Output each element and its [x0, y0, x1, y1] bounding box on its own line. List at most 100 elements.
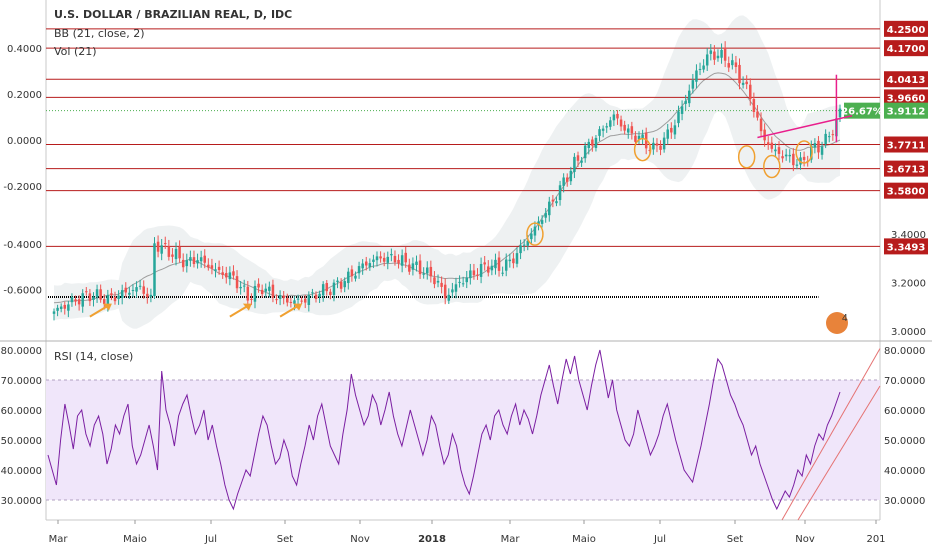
candle-body	[364, 261, 368, 266]
candle-body	[684, 100, 687, 104]
candle-body	[235, 276, 239, 289]
candle-body	[601, 128, 605, 131]
rsi-right-tick: 30.0000	[884, 496, 925, 507]
rsi-right-tick: 80.0000	[884, 346, 925, 357]
candle-body	[569, 170, 573, 182]
left-axis-tick: 0.2000	[7, 90, 42, 101]
candle-body	[605, 126, 608, 128]
level-label: 3.7711	[887, 141, 926, 152]
candle-body	[670, 127, 673, 133]
candle-body	[257, 283, 260, 288]
candle-body	[253, 285, 257, 302]
x-axis-tick: Set	[277, 534, 294, 545]
candle-body	[214, 269, 217, 271]
candle-body	[303, 298, 307, 303]
candle-body	[494, 259, 497, 269]
candle-body	[408, 264, 411, 272]
candle-body	[788, 154, 792, 157]
candle-body	[476, 274, 479, 276]
candle-body	[745, 81, 748, 85]
candle-body	[321, 284, 325, 296]
candle-body	[781, 156, 784, 159]
rsi-right-tick: 60.0000	[884, 406, 925, 417]
candle-body	[734, 62, 738, 67]
rsi-channel-upper	[781, 348, 881, 521]
flag-badge-icon[interactable]	[826, 312, 848, 334]
candle-body	[820, 146, 824, 155]
candle-body	[411, 263, 415, 270]
candle-body	[199, 257, 203, 262]
candle-body	[135, 287, 138, 292]
candle-body	[508, 259, 512, 262]
rsi-left-tick: 60.0000	[1, 406, 42, 417]
candle-body	[451, 289, 454, 293]
annotation-circle	[633, 137, 652, 162]
candle-body	[318, 293, 321, 298]
candle-body	[92, 296, 95, 300]
candle-body	[429, 266, 433, 277]
candle-body	[117, 295, 120, 299]
candle-body	[390, 253, 393, 256]
candle-body	[278, 295, 282, 299]
bollinger-basis-line	[53, 72, 841, 304]
candle-body	[501, 272, 504, 274]
bb-indicator-label[interactable]: BB (21, close, 2)	[54, 27, 145, 40]
left-axis-tick: -0.2000	[3, 182, 42, 193]
candle-body	[573, 156, 576, 172]
candle-body	[580, 160, 583, 163]
rsi-channel-lower	[797, 385, 881, 521]
candle-body	[88, 293, 92, 302]
candle-body	[85, 291, 88, 293]
rsi-left-tick: 80.0000	[1, 346, 42, 357]
candle-body	[519, 245, 522, 254]
x-axis-tick: Jul	[653, 534, 666, 545]
candle-body	[637, 135, 641, 140]
rsi-right-tick: 70.0000	[884, 376, 925, 387]
candle-body	[311, 292, 314, 294]
candle-body	[591, 139, 594, 146]
candle-body	[106, 294, 110, 306]
candle-body	[763, 129, 766, 141]
candle-body	[153, 243, 156, 296]
candle-body	[766, 142, 770, 145]
candle-body	[189, 257, 192, 261]
candle-body	[752, 99, 756, 113]
vol-indicator-label[interactable]: Vol (21)	[54, 45, 97, 58]
candle-body	[379, 256, 382, 259]
candle-body	[70, 296, 74, 303]
candle-body	[164, 243, 167, 245]
candle-body	[741, 82, 745, 85]
candle-body	[626, 128, 630, 133]
candle-body	[56, 307, 59, 311]
candle-body	[368, 263, 372, 268]
x-axis-tick: Nov	[795, 534, 815, 545]
candle-body	[268, 286, 271, 291]
candle-body	[372, 259, 375, 262]
x-axis-tick: Jul	[204, 534, 217, 545]
annotation-circle	[763, 154, 781, 179]
candle-body	[454, 284, 458, 292]
candle-body	[623, 124, 626, 131]
candle-body	[436, 280, 440, 283]
candle-body	[673, 125, 677, 135]
candle-body	[709, 50, 713, 54]
chart-title: U.S. DOLLAR / BRAZILIAN REAL, D, IDC	[54, 8, 293, 21]
candle-body	[594, 137, 598, 149]
candle-body	[185, 260, 189, 267]
rsi-band	[46, 380, 880, 500]
candle-body	[77, 299, 81, 305]
candle-body	[497, 257, 501, 271]
candle-body	[207, 264, 210, 268]
candle-body	[443, 284, 447, 299]
candle-body	[698, 68, 702, 70]
candle-body	[469, 270, 472, 279]
level-label-bg	[884, 238, 928, 255]
left-axis-tick: -0.4000	[3, 240, 42, 251]
candle-body	[210, 265, 214, 269]
rsi-indicator-label[interactable]: RSI (14, close)	[54, 350, 134, 363]
candle-body	[759, 118, 763, 132]
candle-body	[52, 311, 56, 314]
level-label: 4.1700	[887, 44, 926, 55]
candle-body	[63, 304, 67, 309]
